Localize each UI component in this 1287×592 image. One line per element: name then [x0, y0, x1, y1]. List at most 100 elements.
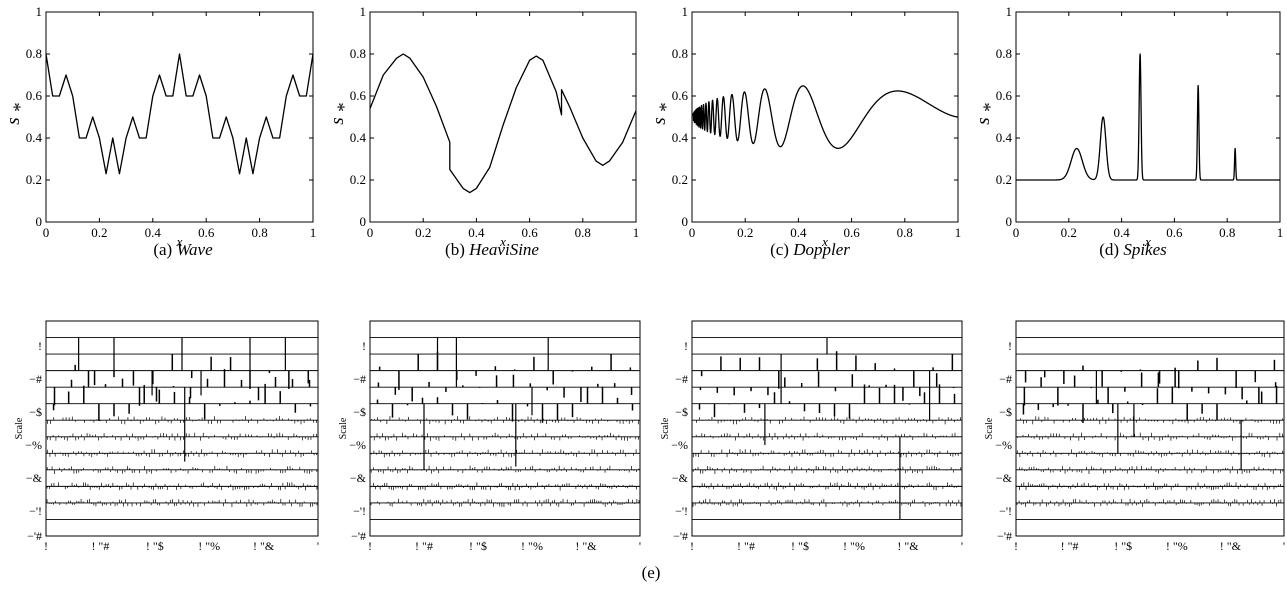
scale-tick-label: −#: [353, 372, 366, 386]
plot-panel-d: 00.20.40.60.810 0.2 0.4 0.6 0.8 1xs*(d) Spike…: [973, 4, 1283, 259]
x-tick-label: 0.8: [897, 225, 913, 240]
y-tick-label: 0.4: [672, 130, 689, 145]
position-tick-label: ! "$: [1114, 539, 1132, 553]
scale-tick-label: −&: [26, 471, 43, 485]
plot-frame: [369, 11, 637, 223]
scale-tick-label: −'!: [999, 504, 1012, 518]
y-tick-label: 1: [360, 4, 367, 19]
x-tick-label: 0: [43, 225, 50, 240]
x-tick-label: 0.6: [521, 225, 538, 240]
y-tick-label: 0.6: [672, 88, 689, 103]
series-line-b: [369, 53, 637, 194]
y-tick-label: 1: [36, 4, 43, 19]
scale-label-group: Scale: [338, 417, 349, 439]
position-tick-label: ! "%: [843, 539, 865, 553]
scale-tick-label: −&: [996, 471, 1013, 485]
scale-tick-label: !: [1008, 339, 1012, 353]
y-tick-label: 0: [1006, 214, 1013, 229]
scale-tick-label: −%: [671, 438, 688, 452]
scale-tick-label: −%: [25, 438, 42, 452]
wavelet-frame: [691, 320, 963, 537]
x-tick-label: 0: [1013, 225, 1020, 240]
y-tick-label: 1: [1006, 4, 1013, 19]
y-axis-label: s: [327, 117, 348, 124]
y-tick-label: 0: [682, 214, 689, 229]
caption-label: (d): [1099, 240, 1123, 259]
x-tick-label: 0.4: [145, 225, 162, 240]
scale-tick-label: −$: [999, 405, 1012, 419]
scale-label-group: Scale: [14, 417, 25, 439]
position-tick-label: !: [690, 539, 694, 553]
caption-label: (b): [445, 240, 469, 259]
caption-name: Spikes: [1123, 240, 1167, 259]
wavelet-frame: [369, 320, 641, 537]
position-tick-label: ! "$: [791, 539, 809, 553]
plot-panel-b: 00.20.40.60.810 0.2 0.4 0.6 0.8 1xs*(b) Heavi…: [327, 4, 639, 259]
plot-frame: [45, 11, 314, 223]
position-tick-label: ! "#: [415, 539, 433, 553]
x-tick-label: 0.6: [198, 225, 215, 240]
x-axis-label: x: [821, 234, 828, 249]
y-tick-label: 0.2: [672, 172, 688, 187]
x-tick-label: 0: [367, 225, 374, 240]
x-tick-label: 0.8: [575, 225, 591, 240]
y-tick-label: 0: [36, 214, 43, 229]
series-line-a: [45, 53, 314, 175]
scale-tick-label: −'#: [997, 529, 1012, 543]
scale-tick-label: !: [362, 339, 366, 353]
scale-tick-label: −'!: [675, 504, 688, 518]
caption-name: HeaviSine: [468, 240, 539, 259]
y-tick-label: 0: [360, 214, 367, 229]
caption-label: (a): [153, 240, 176, 259]
wavelet-panel-1: ! −# −$ −% −& −'! −'#! ! "# ! "$ ! "% ! "& ' Scale: [14, 320, 319, 553]
y-axis-label-subscript: *: [334, 103, 355, 113]
wavelet-panel-3: ! −# −$ −% −& −'! −'#! ! "# ! "$ ! "% ! "& ' Scale: [660, 320, 963, 553]
scale-axis-label: Scale: [660, 417, 671, 439]
series-line-c: [692, 85, 959, 149]
scale-label-group: Scale: [984, 417, 995, 439]
scale-tick-label: −#: [999, 372, 1012, 386]
y-tick-label: 0.8: [996, 46, 1012, 61]
wavelet-panel-2: ! −# −$ −% −& −'! −'#! ! "# ! "$ ! "% ! "& ' Scale: [338, 320, 641, 553]
y-tick-label: 0.8: [26, 46, 42, 61]
x-tick-label: 0.8: [251, 225, 267, 240]
x-tick-label: 1: [633, 225, 640, 240]
plot-frame: [691, 11, 959, 223]
wavelet-panel-4: ! −# −$ −% −& −'! −'#! ! "# ! "$ ! "% ! "& ' Scale: [984, 320, 1285, 553]
position-tick-label: ': [639, 539, 641, 553]
x-tick-label: 0.6: [1166, 225, 1183, 240]
caption-label: (c): [770, 240, 793, 259]
scale-tick-label: −$: [675, 405, 688, 419]
y-tick-label: 0.8: [350, 46, 366, 61]
y-tick-label: 0.6: [350, 88, 367, 103]
scale-label-group: Scale: [660, 417, 671, 439]
caption-c: (c) Doppler: [770, 240, 850, 259]
scale-tick-label: !: [684, 339, 688, 353]
position-tick-label: ! "#: [1061, 539, 1079, 553]
x-tick-label: 1: [1277, 225, 1284, 240]
caption-name: Wave: [176, 240, 213, 259]
position-tick-label: ! "&: [575, 539, 597, 553]
position-tick-label: ! "#: [737, 539, 755, 553]
position-tick-label: ! "$: [146, 539, 164, 553]
scale-tick-label: −&: [350, 471, 367, 485]
y-tick-label: 0.4: [26, 130, 43, 145]
position-tick-label: ': [961, 539, 963, 553]
position-tick-label: ! "$: [469, 539, 487, 553]
y-tick-label: 0.2: [26, 172, 42, 187]
y-tick-label: 0.8: [672, 46, 688, 61]
y-tick-label: 0.4: [350, 130, 367, 145]
x-axis-label: x: [499, 234, 506, 249]
plot-frame: [1015, 11, 1281, 223]
caption-a: (a) Wave: [153, 240, 213, 259]
position-tick-label: !: [44, 539, 48, 553]
scale-axis-label: Scale: [338, 417, 349, 439]
y-axis-label-subscript: *: [10, 103, 31, 113]
y-tick-label: 0.6: [996, 88, 1013, 103]
y-tick-label: 0.2: [350, 172, 366, 187]
series-line-d: [1015, 53, 1281, 181]
x-tick-label: 0.4: [790, 225, 807, 240]
position-tick-label: ! "%: [521, 539, 543, 553]
y-axis-label-subscript: *: [656, 103, 677, 113]
